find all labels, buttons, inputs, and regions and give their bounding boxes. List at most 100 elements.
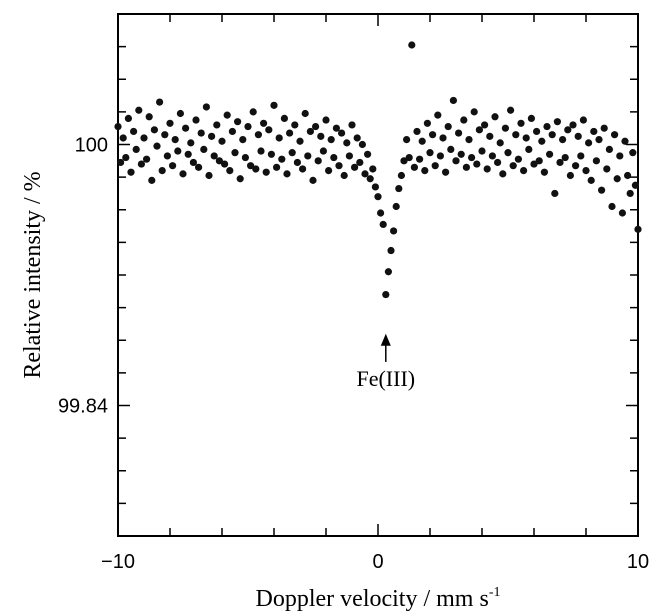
data-point: [343, 139, 351, 147]
data-point: [608, 202, 616, 211]
data-point: [356, 158, 364, 167]
data-point: [252, 165, 260, 173]
data-point: [273, 163, 281, 171]
data-point: [197, 129, 205, 137]
data-point: [288, 149, 296, 157]
data-point: [351, 163, 359, 171]
annotations: Fe(III): [356, 333, 415, 391]
data-point: [514, 155, 523, 163]
data-point: [114, 122, 122, 131]
data-point: [418, 137, 426, 145]
data-point: [340, 171, 348, 180]
data-point: [361, 170, 369, 178]
data-point: [137, 160, 145, 168]
data-point: [382, 290, 390, 299]
data-point: [538, 137, 546, 145]
data-point: [226, 167, 234, 175]
data-point: [280, 114, 288, 122]
data-point: [603, 165, 611, 173]
data-point: [600, 124, 608, 132]
data-point: [260, 119, 268, 127]
data-point: [358, 140, 366, 149]
data-point: [561, 153, 569, 162]
data-point: [631, 181, 640, 189]
data-point: [470, 108, 478, 116]
data-point: [501, 124, 509, 132]
data-point: [283, 170, 291, 178]
data-point: [530, 160, 538, 168]
data-point: [478, 147, 486, 155]
data-point: [296, 137, 304, 145]
data-point: [291, 121, 299, 129]
data-point: [254, 131, 262, 139]
data-point: [462, 163, 470, 171]
data-point: [153, 142, 161, 150]
data-point: [429, 131, 437, 139]
x-tick-label: 0: [372, 551, 383, 573]
data-point: [239, 136, 247, 144]
data-point: [143, 155, 151, 163]
data-point: [595, 136, 603, 144]
data-point: [348, 121, 356, 129]
data-point: [605, 145, 614, 153]
data-point: [330, 153, 338, 162]
x-axis-title-superscript: -1: [489, 585, 501, 600]
y-axis-title: Relative intensity / %: [20, 171, 46, 378]
data-point: [262, 168, 270, 176]
data-point: [205, 171, 213, 180]
data-point: [509, 162, 517, 170]
data-point: [618, 209, 627, 217]
data-point: [616, 152, 624, 160]
data-point: [158, 167, 166, 175]
data-point: [171, 136, 179, 144]
data-point: [569, 121, 577, 129]
data-point: [551, 189, 559, 198]
data-point: [533, 127, 541, 136]
x-axis-title: Doppler velocity / mm s-1: [256, 585, 501, 612]
data-point: [327, 136, 335, 144]
data-point: [416, 155, 424, 163]
data-point: [124, 114, 132, 122]
data-point: [520, 167, 528, 175]
data-point: [335, 162, 343, 170]
data-point: [611, 131, 619, 139]
data-point: [546, 150, 554, 158]
data-point: [566, 171, 575, 180]
data-point: [140, 134, 148, 142]
data-point: [481, 121, 489, 129]
data-point: [371, 183, 379, 191]
data-point: [122, 153, 130, 162]
data-point: [527, 114, 536, 122]
data-point: [585, 139, 593, 147]
data-point: [286, 129, 294, 137]
data-point: [257, 147, 265, 155]
y-tick-label: 99.84: [58, 396, 108, 418]
data-point: [163, 152, 171, 160]
data-point: [231, 149, 239, 157]
data-point: [468, 153, 476, 162]
data-point: [574, 132, 582, 140]
data-point: [582, 167, 590, 175]
data-point: [405, 153, 413, 162]
data-point: [442, 168, 450, 176]
data-points: [114, 41, 642, 299]
data-point: [278, 155, 286, 163]
data-point: [507, 106, 515, 114]
data-point: [119, 134, 127, 142]
data-point: [265, 126, 273, 134]
data-point: [184, 150, 192, 158]
data-point: [535, 157, 543, 165]
data-point: [410, 163, 418, 171]
data-point: [488, 152, 496, 160]
data-point: [150, 126, 158, 134]
data-point: [512, 131, 520, 139]
data-point: [132, 145, 140, 153]
data-point: [431, 162, 439, 170]
tick-labels: 99.84 100 −10 0 10: [58, 135, 649, 574]
data-point: [369, 165, 377, 173]
data-point: [475, 126, 483, 134]
data-point: [145, 113, 153, 121]
data-point: [319, 147, 327, 155]
data-point: [366, 175, 374, 183]
